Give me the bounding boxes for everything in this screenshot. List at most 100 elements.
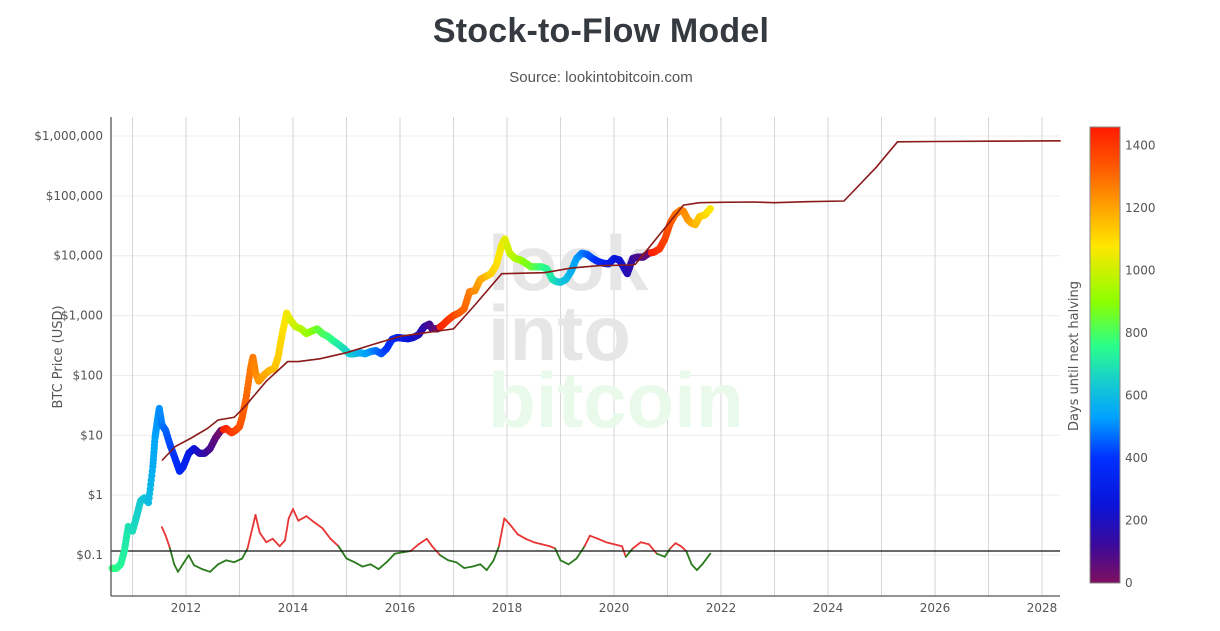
ratio-segment [385,552,396,564]
ratio-segment [447,559,458,564]
ratio-segment [597,537,607,544]
ratio-segment [246,525,254,550]
y-tick-label: $100 [72,368,103,382]
price-series [108,205,714,572]
ratio-segment [492,545,500,562]
ratio-segment [685,550,693,566]
ratio-segment [631,541,642,550]
chart-title: Stock-to-Flow Model [432,12,770,50]
colorbar-title: Days until next halving [1067,281,1082,431]
colorbar [1089,126,1121,584]
ratio-segment [233,557,244,564]
ratio-segment [345,557,356,564]
ratio-segment [639,541,650,546]
ratio-segment [605,541,615,546]
ratio-segment [463,565,474,569]
ratio-segment [361,563,372,568]
ratio-segment [353,561,364,568]
ratio-segment [701,552,712,566]
colorbar-tick-label: 600 [1125,389,1148,403]
ratio-segment [455,561,466,569]
ratio-segment [508,523,519,536]
ratio-segment [369,563,380,570]
colorbar-tick-label: 1400 [1125,139,1156,153]
ratio-segment [313,521,324,530]
y-tick-label: $1 [88,488,103,502]
ratio-segment [287,508,294,520]
ratio-segment [559,559,570,566]
ratio-segment [187,554,195,567]
x-tick-label: 2022 [706,601,737,615]
ratio-segment [674,542,682,548]
ratio-segment [305,515,316,524]
y-tick-label: $1,000,000 [34,129,103,143]
x-tick-label: 2014 [278,601,309,615]
watermark: look into bitcoin [488,219,744,444]
ratio-segment [655,552,666,558]
ratio-segment [217,559,228,566]
ratio-segment [471,563,482,568]
ratio-segment [524,537,535,544]
y-tick-labels: $1,000,000 $100,000 $10,000 $1,000 $100 $10 $1… [34,129,103,562]
ratio-segment [377,561,388,570]
y-tick-label: $10 [80,428,103,442]
ratio-segment [624,547,634,558]
ratio-segment [271,537,281,548]
ratio-segment [337,545,348,560]
ratio-segment [485,559,495,571]
ratio-series [160,508,712,573]
ratio-segment [278,539,286,548]
ratio-segment [479,563,488,571]
ratio-segment [241,547,249,560]
model-line [161,140,1061,462]
ratio-segment [498,517,506,548]
ratio-segment [160,526,167,537]
colorbar-tick-labels: 0 200 400 600 800 1000 1200 1400 [1125,139,1156,590]
x-tick-label: 2012 [171,601,202,615]
ratio-segment [225,559,236,564]
ratio-segment [575,545,586,560]
ratio-segment [439,554,450,562]
colorbar-tick-label: 400 [1125,451,1148,465]
y-tick-label: $1,000 [61,309,103,323]
x-tick-label: 2024 [813,601,844,615]
y-tick-label: $0.1 [76,548,103,562]
watermark-line-3: bitcoin [488,356,744,444]
model-series [161,140,1061,462]
x-tick-label: 2028 [1027,601,1058,615]
ratio-segment [690,563,698,571]
ratio-segment [173,563,179,573]
ratio-segment [532,541,543,546]
ratio-segment [567,557,578,566]
price-point [706,205,714,213]
ratio-segment [258,532,268,544]
ratio-segment [254,514,261,534]
x-tick-label: 2018 [492,601,523,615]
ratio-segment [696,563,704,571]
ratio-segment [647,543,658,555]
ratio-segment [393,551,404,555]
colorbar-tick-label: 200 [1125,514,1148,528]
ratio-segment [284,517,290,542]
ratio-segment [503,517,511,526]
y-tick-label: $100,000 [46,189,103,203]
colorbar-tick-label: 800 [1125,326,1148,340]
chart-subtitle: Source: lookintobitcoin.com [509,69,693,86]
grid-lines [111,117,1060,596]
ratio-segment [554,547,562,562]
ratio-segment [329,537,340,548]
colorbar-tick-label: 1200 [1125,201,1156,215]
ratio-segment [589,534,599,540]
ratio-segment [265,537,274,544]
colorbar-tick-label: 0 [1125,576,1133,590]
ratio-segment [297,515,308,522]
ratio-segment [177,562,185,573]
ratio-segment [613,543,623,548]
x-tick-label: 2020 [599,601,630,615]
ratio-segment [201,568,212,573]
ratio-segment [164,534,171,550]
ratio-segment [583,534,591,548]
x-tick-labels: 2012 2014 2016 2018 2020 2022 2024 2026 2028 [171,601,1058,615]
ratio-segment [425,537,434,548]
